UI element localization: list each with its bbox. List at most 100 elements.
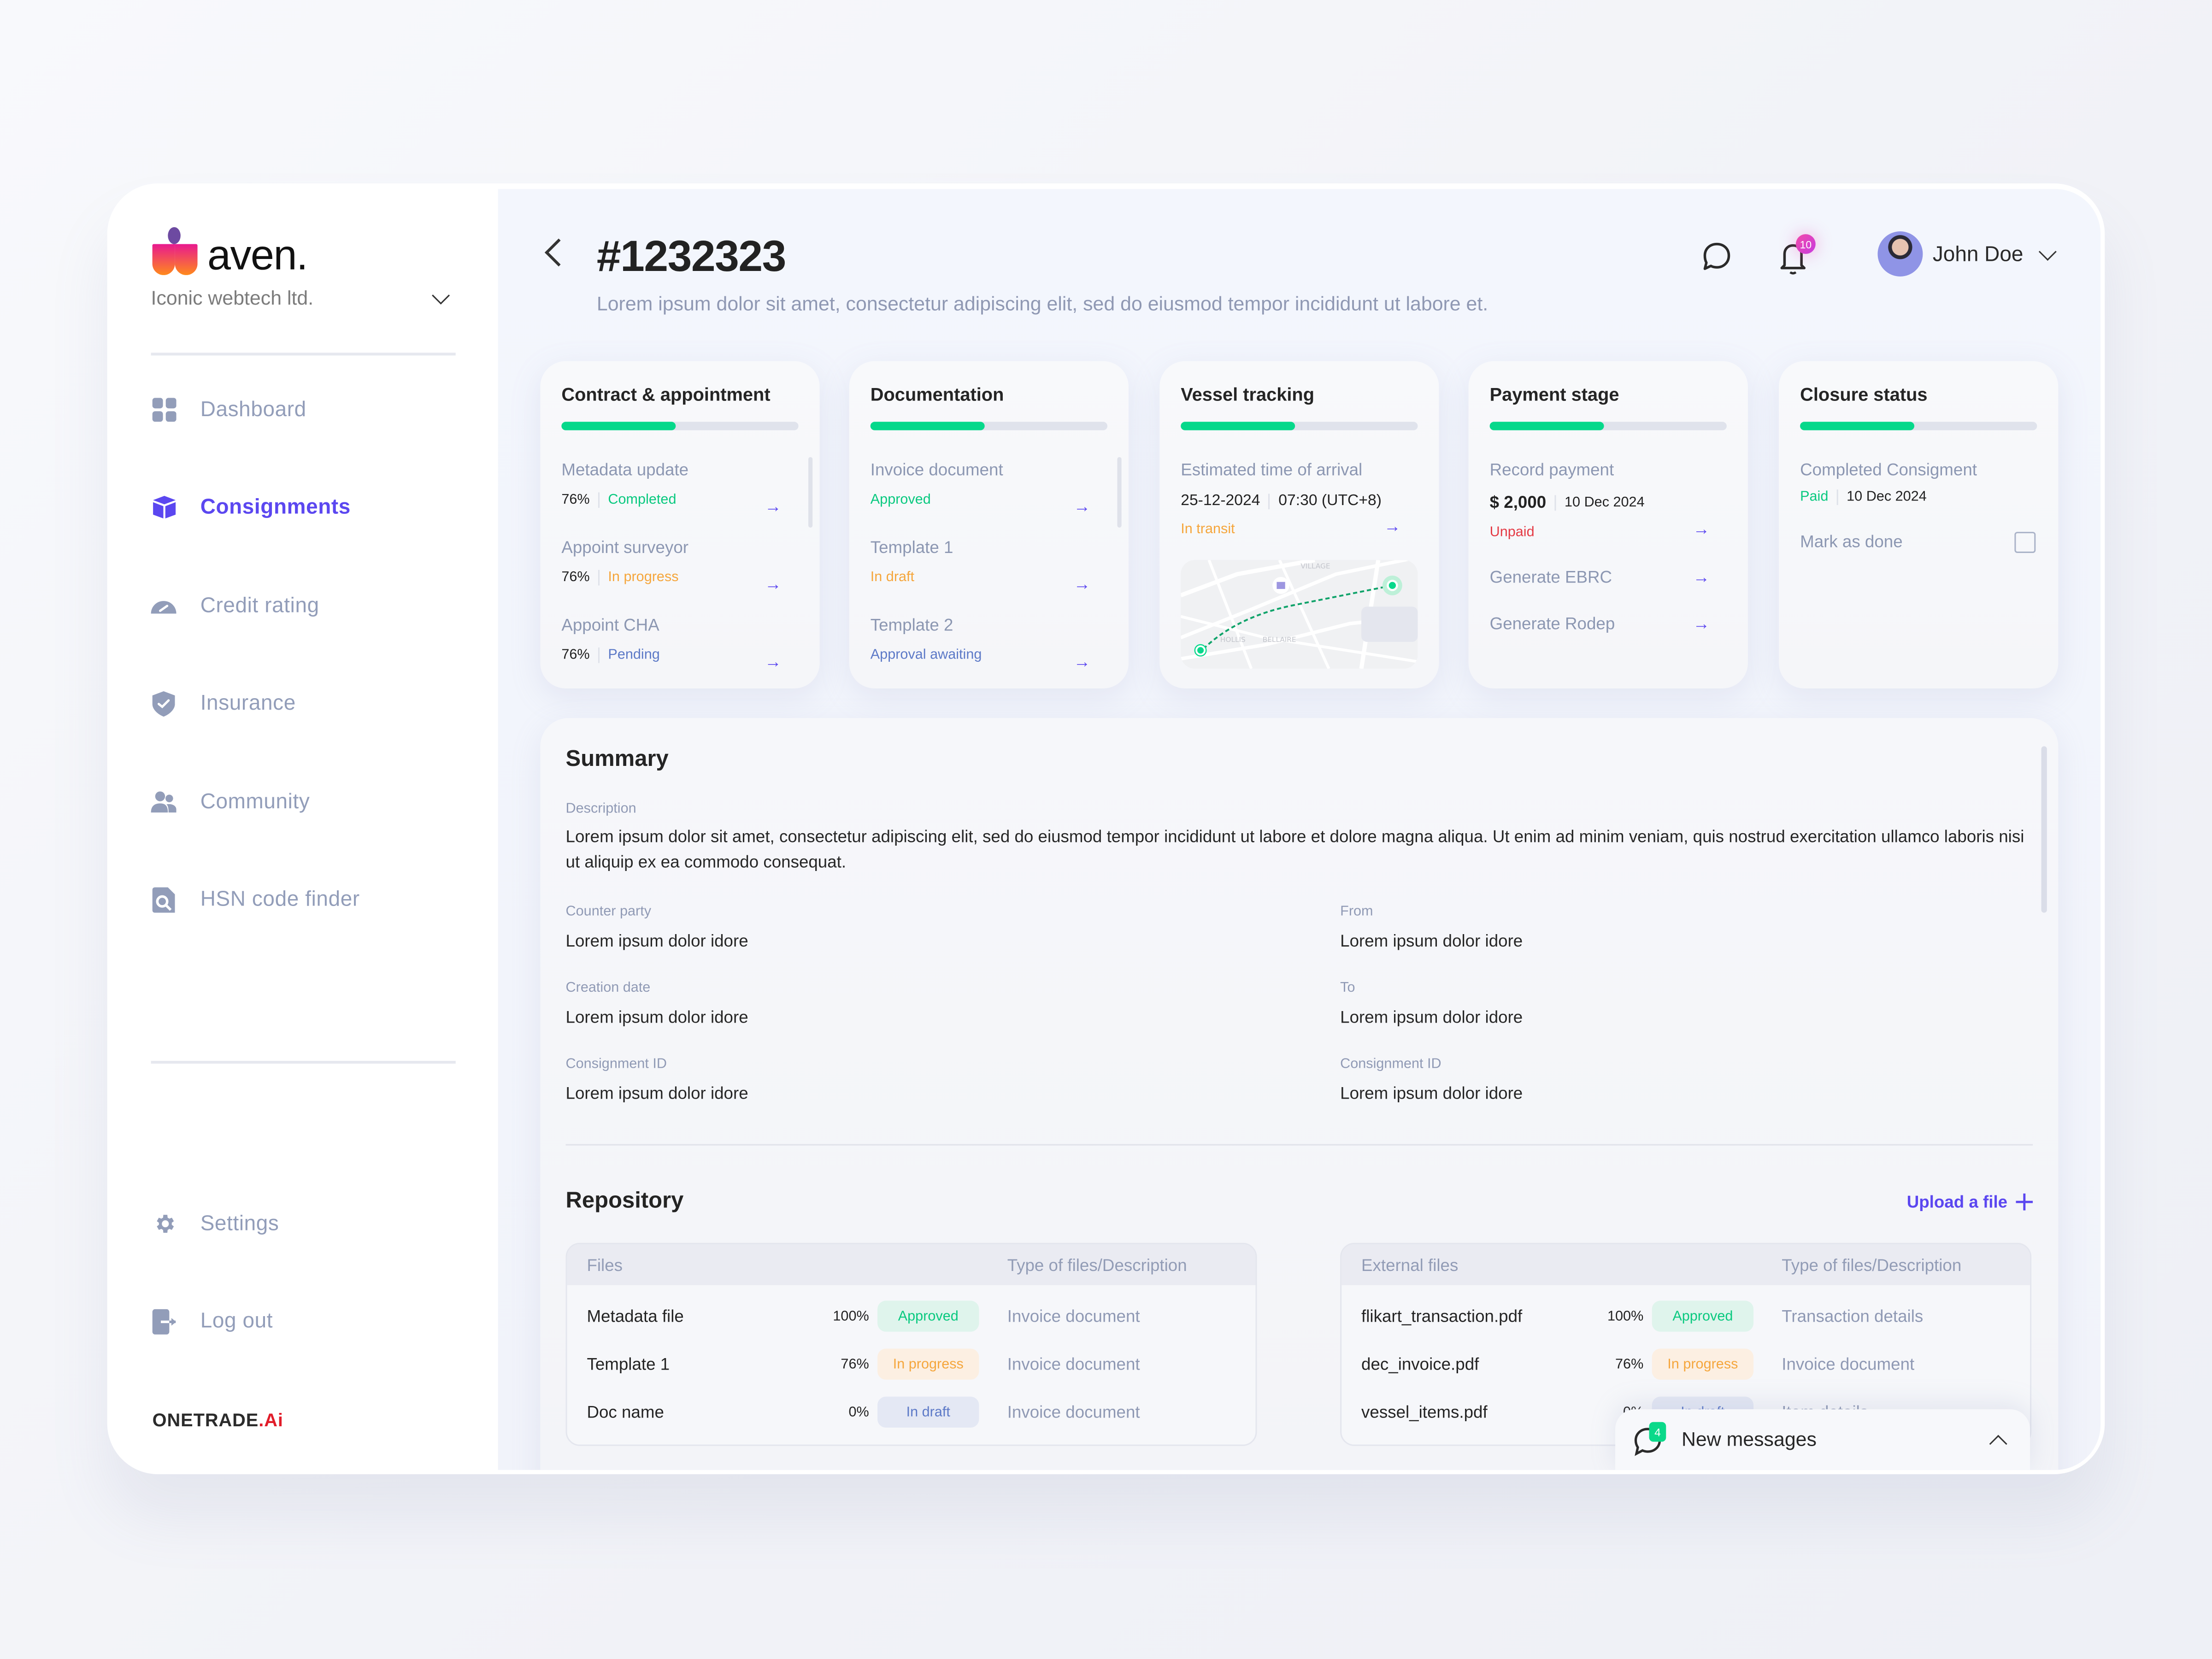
item-label: Template 1	[870, 537, 953, 558]
sidebar-item-label: Consignments	[200, 495, 351, 519]
item-label: Generate Rodep	[1489, 613, 1615, 634]
doc-search-icon	[151, 886, 176, 912]
status-badge: In draft	[877, 1396, 979, 1428]
sidebar-item-settings[interactable]: Settings	[151, 1206, 461, 1240]
status-badge: In progress	[877, 1348, 979, 1380]
card-title: Vessel tracking	[1181, 383, 1315, 405]
mark-as-done-checkbox[interactable]	[2014, 532, 2036, 553]
svg-text:HOLLIS: HOLLIS	[1220, 635, 1246, 644]
avatar	[1877, 231, 1923, 276]
table-row[interactable]: flikart_transaction.pdf 100% Approved Tr…	[1341, 1292, 2030, 1340]
page-subtitle: Lorem ipsum dolor sit amet, consectetur …	[596, 292, 1488, 315]
messages-label: New messages	[1681, 1427, 1817, 1450]
column-header: External files	[1361, 1254, 1459, 1275]
file-name: vessel_items.pdf	[1361, 1402, 1488, 1422]
logout-icon	[151, 1308, 176, 1334]
notifications-button[interactable]: 10	[1776, 234, 1816, 275]
notification-count-badge: 10	[1795, 234, 1816, 254]
scrollbar[interactable]	[2041, 746, 2047, 913]
status-badge: In progress	[608, 570, 679, 586]
route-map[interactable]: VILLAGE HOLLIS BELLAIRE	[1181, 560, 1418, 669]
status-badge: In transit	[1181, 522, 1235, 538]
field-label: Consignment ID	[1340, 1056, 1441, 1072]
brand-name: aven.	[207, 233, 308, 280]
chat-bubble-icon	[1703, 242, 1730, 270]
sidebar-item-dashboard[interactable]: Dashboard	[151, 392, 461, 426]
payment-amount: $ 2,000	[1489, 492, 1547, 512]
card-title: Closure status	[1800, 383, 1928, 405]
arrow-right-icon[interactable]: →	[1073, 496, 1091, 517]
logo-icon	[151, 227, 199, 278]
new-messages-dock[interactable]: 4 New messages	[1615, 1409, 2030, 1470]
grid-icon	[151, 396, 176, 422]
arrow-right-icon[interactable]: →	[1693, 613, 1710, 634]
divider	[151, 353, 456, 356]
file-pct: 76%	[1615, 1356, 1644, 1372]
user-menu[interactable]: John Doe	[1877, 231, 2063, 276]
scrollbar[interactable]	[1117, 457, 1122, 528]
generate-ebrc-action[interactable]: Generate EBRC →	[1490, 567, 1720, 587]
sidebar-item-community[interactable]: Community	[151, 784, 461, 818]
item-pct: 76%	[561, 570, 590, 586]
bell-icon	[1780, 244, 1806, 275]
file-desc: Transaction details	[1782, 1306, 1924, 1326]
upload-file-button[interactable]: Upload a file	[1907, 1192, 2033, 1212]
summary-title: Summary	[565, 747, 669, 772]
completed-consignment: Completed Consigment Paid 10 Dec 2024	[1800, 460, 2030, 505]
arrow-right-icon[interactable]: →	[1693, 519, 1710, 539]
status-badge: Approved	[877, 1300, 979, 1332]
plus-icon	[2016, 1193, 2033, 1211]
arrow-right-icon[interactable]: →	[765, 496, 782, 517]
file-pct: 0%	[848, 1404, 869, 1420]
file-pct: 76%	[841, 1356, 869, 1372]
card-documentation: Documentation Invoice document Approved …	[849, 361, 1129, 688]
sidebar-item-label: Log out	[200, 1309, 273, 1333]
footer-brand-suffix: .Ai	[259, 1409, 283, 1431]
sidebar-item-logout[interactable]: Log out	[151, 1304, 461, 1338]
field-label: Description	[565, 801, 636, 817]
status-badge: In draft	[870, 570, 915, 586]
arrow-right-icon[interactable]: →	[765, 652, 782, 672]
table-row[interactable]: dec_invoice.pdf 76% In progress Invoice …	[1341, 1340, 2030, 1388]
item-label: Generate EBRC	[1489, 567, 1612, 587]
arrow-right-icon[interactable]: →	[1073, 652, 1091, 672]
card-closure-status: Closure status Completed Consigment Paid…	[1779, 361, 2059, 688]
sidebar-item-label: Insurance	[200, 691, 296, 716]
mark-done-label: Mark as done	[1800, 532, 1903, 552]
generate-rodep-action[interactable]: Generate Rodep →	[1490, 614, 1720, 634]
payment-date: 10 Dec 2024	[1565, 494, 1645, 510]
sidebar-item-hsn-code-finder[interactable]: HSN code finder	[151, 882, 461, 916]
table-header: External files Type of files/Description	[1341, 1244, 2030, 1285]
org-name: Iconic webtech ltd.	[151, 286, 314, 309]
column-header: Type of files/Description	[1007, 1254, 1187, 1275]
table-row[interactable]: Template 1 76% In progress Invoice docum…	[567, 1340, 1256, 1388]
users-icon	[151, 788, 176, 814]
summary-field: Counter party Lorem ipsum dolor idore	[566, 904, 748, 953]
card-contract-appointment: Contract & appointment Metadata update 7…	[540, 361, 820, 688]
file-pct: 100%	[833, 1308, 869, 1324]
arrow-right-icon[interactable]: →	[1073, 574, 1091, 594]
record-payment: Record payment $ 2,000 10 Dec 2024 Unpaid…	[1490, 460, 1720, 540]
eta-block: Estimated time of arrival 25-12-2024 07:3…	[1181, 460, 1411, 537]
table-row[interactable]: Metadata file 100% Approved Invoice docu…	[567, 1292, 1256, 1340]
sidebar-item-credit-rating[interactable]: Credit rating	[151, 588, 461, 622]
gauge-icon	[151, 593, 176, 618]
sidebar-item-label: Dashboard	[200, 397, 306, 421]
table-row[interactable]: Doc name 0% In draft Invoice document	[567, 1388, 1256, 1436]
summary-panel: Summary Description Lorem ipsum dolor si…	[540, 718, 2059, 1470]
sidebar-item-consignments[interactable]: Consignments	[151, 490, 461, 524]
arrow-right-icon[interactable]: →	[1693, 567, 1710, 587]
arrow-right-icon[interactable]: →	[765, 574, 782, 594]
sidebar-item-insurance[interactable]: Insurance	[151, 686, 461, 720]
chat-button[interactable]	[1700, 240, 1734, 273]
file-name: Template 1	[587, 1354, 670, 1374]
closure-date: 10 Dec 2024	[1847, 489, 1927, 505]
org-switcher[interactable]: Iconic webtech ltd.	[151, 286, 456, 309]
back-button[interactable]	[544, 238, 573, 267]
scrollbar[interactable]	[808, 457, 813, 528]
field-value: Lorem ipsum dolor idore	[1340, 1083, 1523, 1103]
messages-count-badge: 4	[1649, 1422, 1666, 1442]
arrow-right-icon[interactable]: →	[1384, 516, 1401, 536]
svg-text:BELLAIRE: BELLAIRE	[1263, 635, 1296, 644]
file-name: Metadata file	[587, 1306, 684, 1326]
